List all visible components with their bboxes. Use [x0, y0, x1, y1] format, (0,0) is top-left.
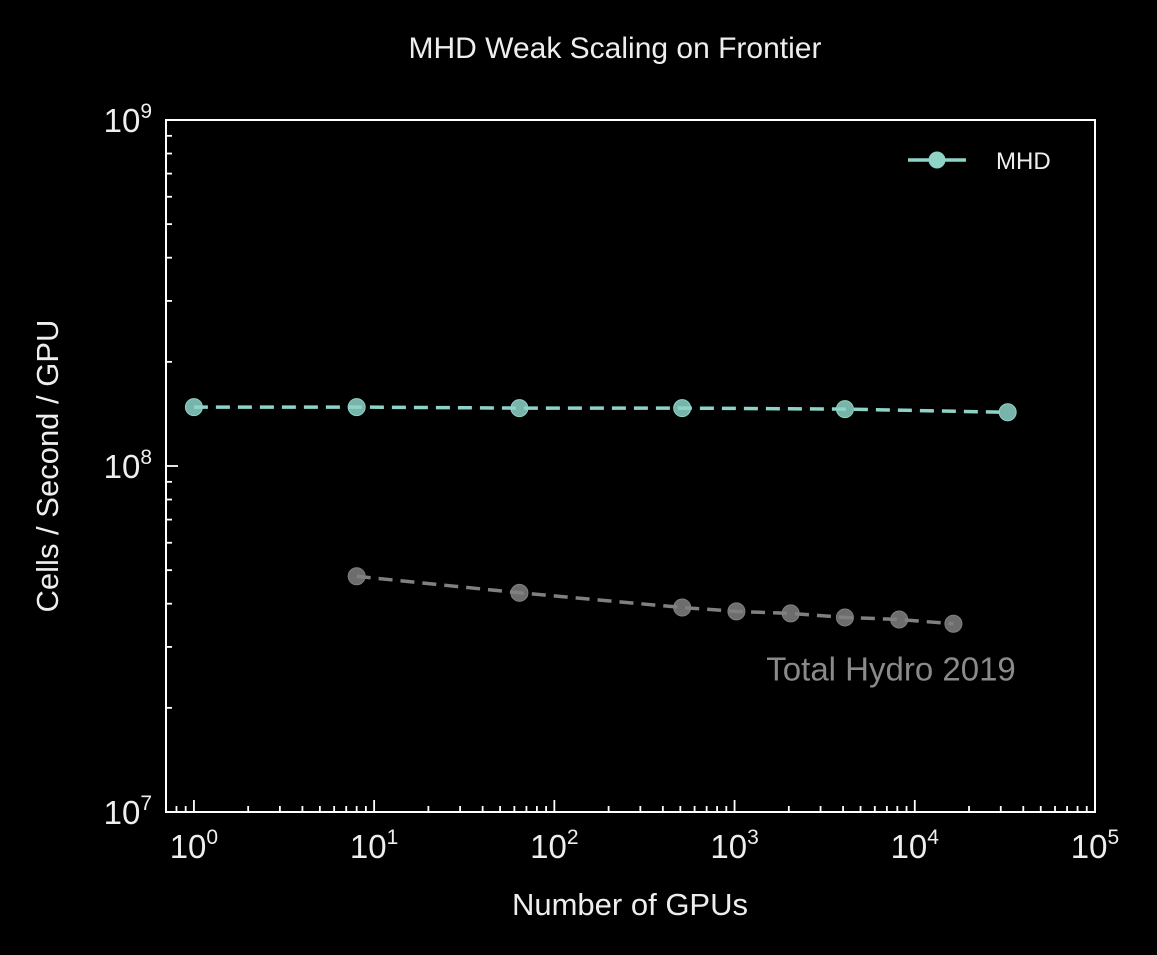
- data-point-series-1: [890, 610, 909, 629]
- data-point-series-1: [781, 604, 800, 623]
- legend-marker-mhd: [928, 151, 946, 169]
- y-tick-label: 109: [104, 100, 152, 139]
- data-point-mhd: [510, 399, 529, 418]
- data-point-mhd: [835, 400, 854, 419]
- x-tick-label: 100: [170, 826, 218, 865]
- x-tick-label: 102: [530, 826, 578, 865]
- y-axis: 107 108 109: [104, 100, 178, 831]
- data-point-mhd: [184, 398, 203, 417]
- series-series-1: [347, 567, 963, 633]
- x-axis: 100 101 102 103 104 105: [165, 800, 1119, 865]
- x-tick-label: 103: [710, 826, 758, 865]
- data-point-series-1: [673, 598, 692, 617]
- data-point-series-1: [835, 608, 854, 627]
- data-point-series-1: [347, 567, 366, 586]
- y-axis-label: Cells / Second / GPU: [30, 320, 65, 613]
- series-line-mhd: [193, 405, 1008, 415]
- series-line-series-1: [356, 574, 954, 626]
- data-point-series-1: [944, 614, 963, 633]
- series-layer: [184, 398, 1017, 633]
- legend: MHD: [908, 148, 1051, 175]
- x-tick-label: 101: [350, 826, 398, 865]
- data-point-mhd: [673, 399, 692, 418]
- x-axis-label: Number of GPUs: [512, 887, 748, 922]
- data-point-mhd: [998, 403, 1017, 422]
- annotation-total-hydro-2019: Total Hydro 2019: [766, 650, 1015, 687]
- data-point-mhd: [347, 398, 366, 417]
- data-point-series-1: [510, 583, 529, 602]
- x-tick-label: 105: [1071, 826, 1119, 865]
- x-tick-label: 104: [891, 826, 940, 865]
- y-tick-label: 108: [104, 446, 152, 485]
- chart-title: MHD Weak Scaling on Frontier: [409, 32, 822, 65]
- y-tick-label: 107: [104, 792, 152, 831]
- data-point-series-1: [727, 602, 746, 621]
- legend-label-mhd: MHD: [996, 148, 1051, 175]
- series-mhd: [184, 398, 1017, 422]
